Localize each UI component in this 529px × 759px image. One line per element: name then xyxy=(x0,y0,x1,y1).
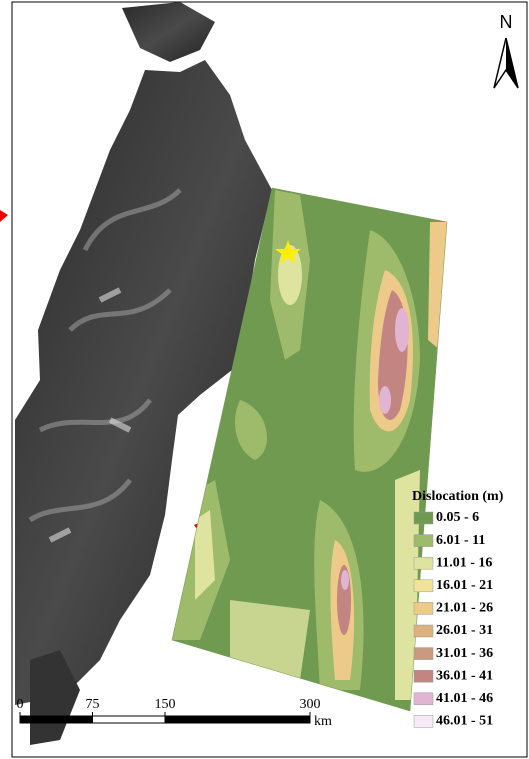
legend-label: 0.05 - 6 xyxy=(436,510,479,525)
scale-label: 150 xyxy=(155,697,176,712)
legend-label: 21.01 - 26 xyxy=(436,601,493,616)
legend-label: 31.01 - 36 xyxy=(436,646,493,661)
legend-swatch xyxy=(414,580,433,592)
scale-segment xyxy=(165,716,310,723)
scale-label: 300 xyxy=(300,697,321,712)
legend-swatch xyxy=(414,715,433,727)
legend-swatch xyxy=(414,693,433,705)
scale-segment xyxy=(20,716,93,723)
legend-swatch xyxy=(414,625,433,637)
scale-label: 0 xyxy=(17,697,24,712)
scale-unit: km xyxy=(314,714,332,729)
legend-label: 11.01 - 16 xyxy=(436,555,492,570)
legend-swatch xyxy=(414,670,433,682)
legend-label: 6.01 - 11 xyxy=(436,533,485,548)
legend-label: 26.01 - 31 xyxy=(436,623,493,638)
map: N Dislocation (m) 0.05 - 6 6.01 - 11 11.01… xyxy=(0,0,529,759)
legend-swatch xyxy=(414,648,433,660)
legend-swatch xyxy=(414,535,433,547)
legend-label: 36.01 - 41 xyxy=(436,668,493,683)
legend-label: 16.01 - 21 xyxy=(436,578,493,593)
legend-label: 41.01 - 46 xyxy=(436,691,493,706)
north-label: N xyxy=(500,12,513,32)
marker xyxy=(0,210,8,222)
legend-swatch xyxy=(414,512,433,524)
legend-swatch xyxy=(414,602,433,614)
legend-title: Dislocation (m) xyxy=(412,489,504,504)
scale-segment xyxy=(93,716,166,723)
scale-label: 75 xyxy=(86,697,100,712)
legend-label: 46.01 - 51 xyxy=(436,714,493,729)
legend-swatch xyxy=(414,557,433,569)
